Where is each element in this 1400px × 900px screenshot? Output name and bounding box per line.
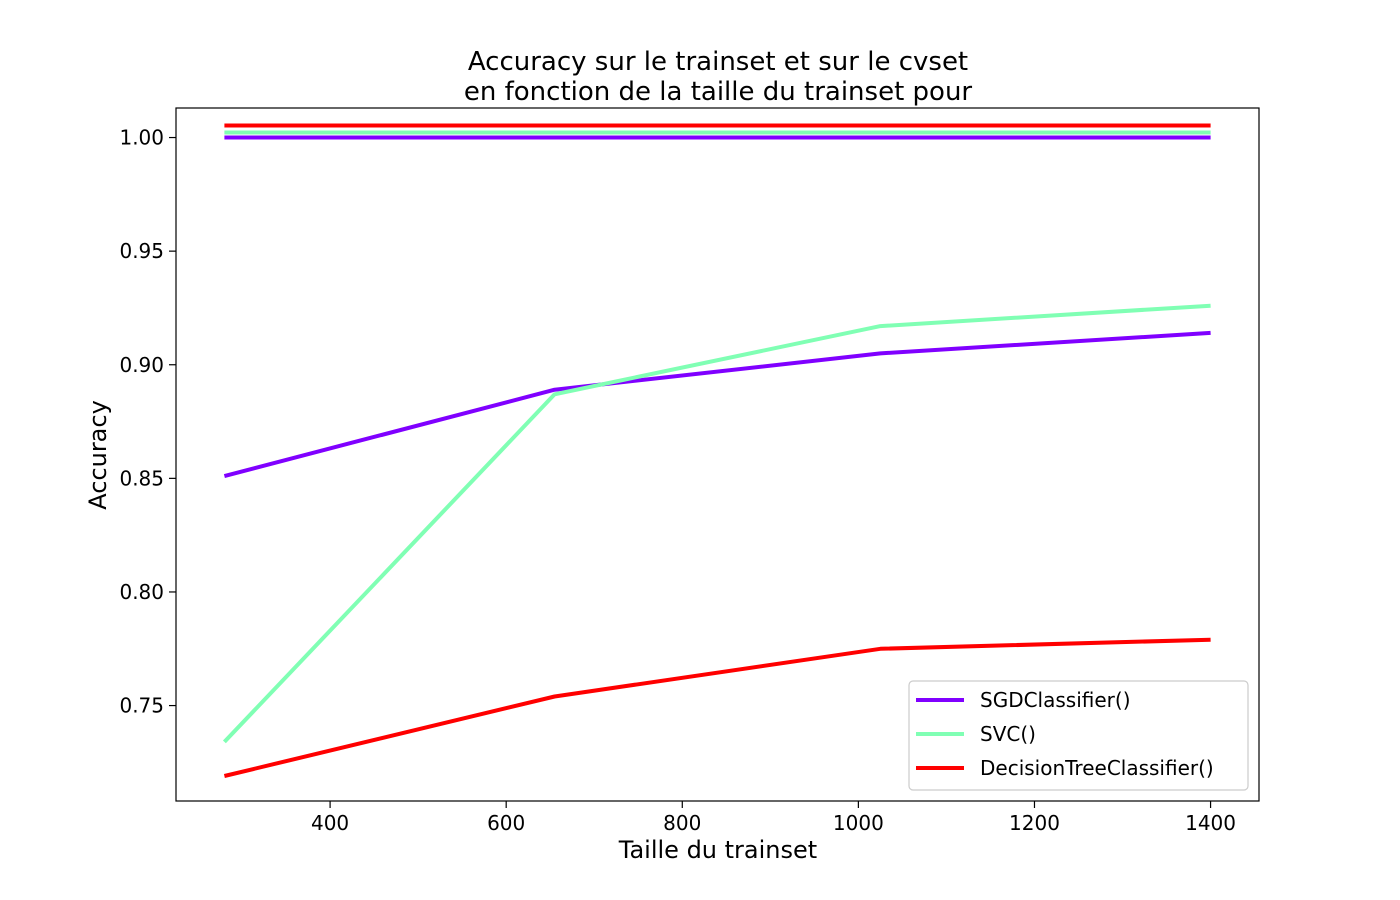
y-tick-label: 1.00 [119,126,164,150]
ticks-layer: 400 600 800 1000 1200 1400 0.75 0.80 0.85 0.90 0.9… [119,126,1236,835]
x-axis-label: Taille du trainset [618,836,817,864]
y-axis-label: Accuracy [84,400,112,510]
x-tick-label: 800 [663,811,701,835]
cv-series-line-0 [223,330,1211,479]
x-tick-label: 600 [487,811,525,835]
x-tick-label: 1200 [1009,811,1060,835]
y-tick-label: 0.80 [119,580,164,604]
chart-title-line-2: en fonction de la taille du trainset pou… [464,77,973,107]
x-tick-label: 1000 [833,811,884,835]
legend: SGDClassifier() SVC() DecisionTreeClassi… [908,680,1249,791]
plot-area-frame [175,107,1260,802]
legend-label-svc: SVC() [980,722,1036,746]
cv-series-line-2 [223,637,1211,778]
x-tick-label: 1400 [1185,811,1236,835]
y-tick-label: 0.85 [119,466,164,490]
legend-label-tree: DecisionTreeClassifier() [980,756,1214,780]
y-tick-label: 0.75 [119,694,164,718]
cv-series-line-1 [222,303,1211,744]
legend-label-sgd: SGDClassifier() [980,688,1131,712]
series-layer [222,123,1211,778]
y-tick-label: 0.95 [119,239,164,263]
chart-title-line-1: Accuracy sur le trainset et sur le cvset [468,47,968,77]
legend-box [908,680,1249,791]
y-tick-label: 0.90 [119,353,164,377]
x-tick-label: 400 [311,811,349,835]
